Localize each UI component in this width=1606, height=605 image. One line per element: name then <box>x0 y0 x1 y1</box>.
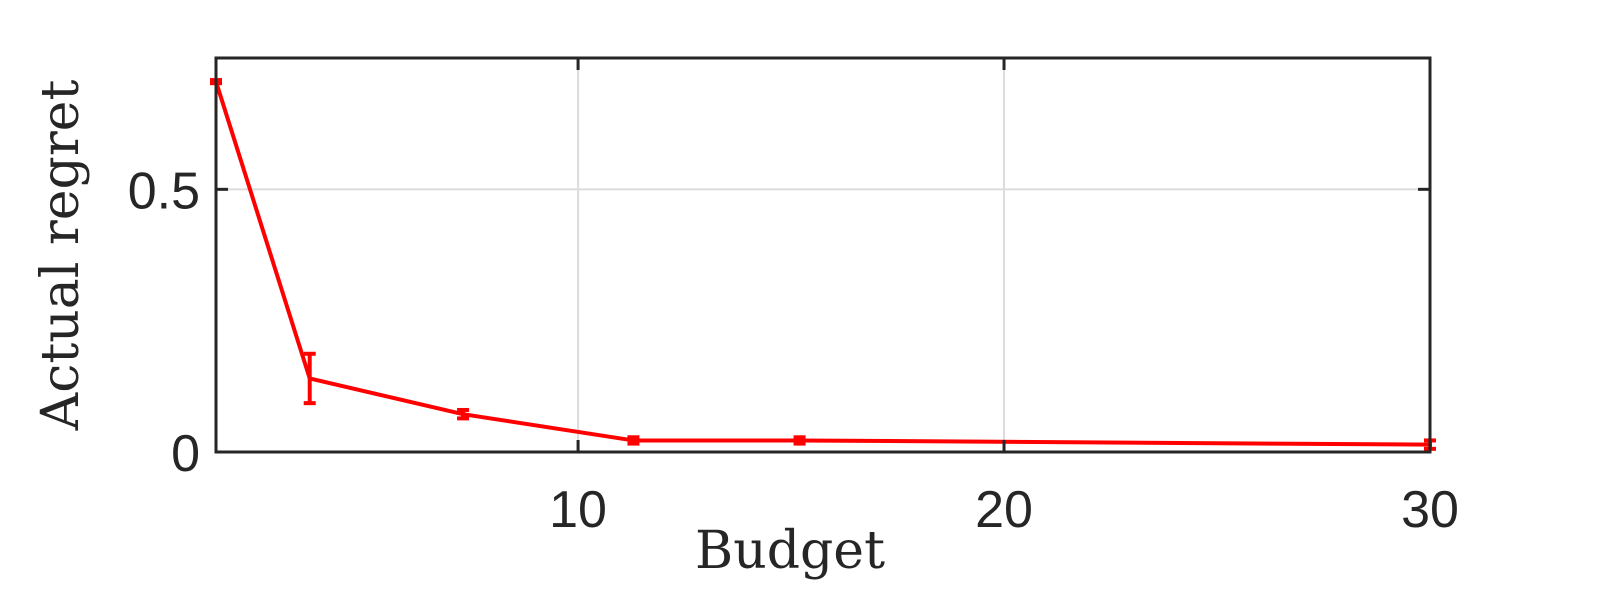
y-tick-label: 0 <box>171 425 200 483</box>
series-line <box>214 81 1431 447</box>
grid-layer <box>216 58 1431 452</box>
y-axis-label: Actual regret <box>31 80 91 432</box>
plot-area-frame <box>214 56 1432 454</box>
x-tick-label: 20 <box>975 481 1033 539</box>
x-tick-label: 30 <box>1401 481 1459 539</box>
x-axis-label: Budget <box>695 521 885 581</box>
ticks-layer: 10 20 30 0 0.5 <box>128 58 1459 539</box>
x-tick-label: 10 <box>549 481 607 539</box>
y-tick-label: 0.5 <box>128 162 200 220</box>
series-layer <box>210 78 1436 451</box>
